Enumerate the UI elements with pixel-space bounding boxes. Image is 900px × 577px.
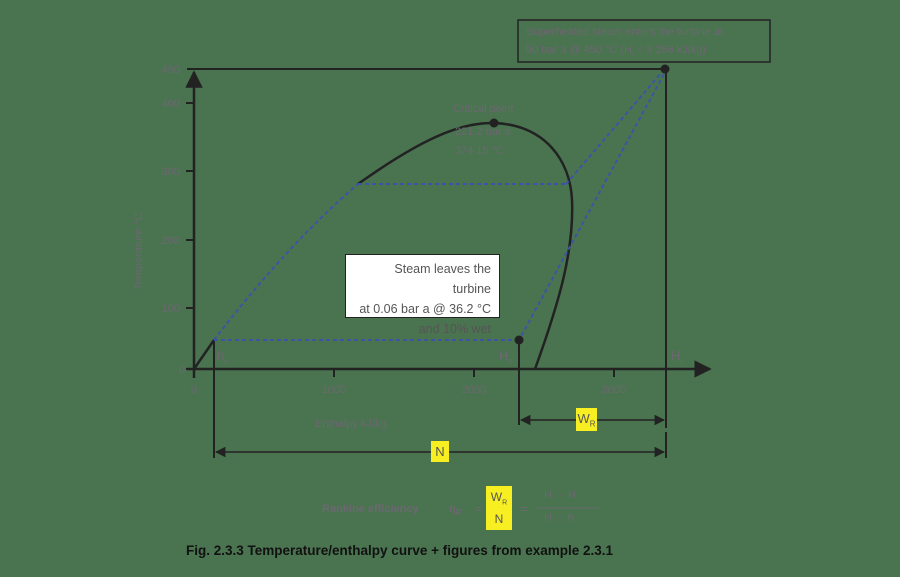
svg-text:200: 200 xyxy=(162,235,180,247)
formula-eta: ηR xyxy=(449,503,462,518)
formula-label: Rankine efficiency xyxy=(322,503,419,515)
formula-equals-2: = xyxy=(520,501,528,516)
saturation-dome xyxy=(192,121,574,370)
formula-fraction-highlight: WR N xyxy=(486,486,512,530)
rankine-cycle-path xyxy=(213,71,665,341)
svg-text:0: 0 xyxy=(191,384,197,396)
svg-text:100: 100 xyxy=(162,303,180,315)
h-e-label: he xyxy=(217,348,229,366)
n-highlight: N xyxy=(431,441,449,462)
svg-text:1000: 1000 xyxy=(322,384,346,396)
svg-text:450: 450 xyxy=(162,64,180,76)
H-e-label: He xyxy=(499,348,513,366)
formula-rhs-denominator: H - h xyxy=(544,512,574,524)
svg-text:2000: 2000 xyxy=(462,384,486,396)
y-axis-label: Temperature °C xyxy=(133,212,145,290)
formula-equals-1: = xyxy=(475,501,483,516)
critical-point-marker xyxy=(489,118,499,128)
turbine-inlet-marker xyxy=(660,64,670,74)
svg-text:3000: 3000 xyxy=(602,384,626,396)
inlet-callout-box xyxy=(517,19,771,63)
formula-rhs-numerator: H - H xyxy=(544,489,576,501)
svg-text:300: 300 xyxy=(162,166,180,178)
wr-highlight: WR xyxy=(576,408,597,431)
svg-text:400: 400 xyxy=(162,98,180,110)
figure-caption: Fig. 2.3.3 Temperature/enthalpy curve + … xyxy=(186,543,614,558)
critical-point-label: Critical point 221.2 bar a 374.15 °C xyxy=(453,103,514,157)
exit-callout-box: Steam leaves the turbine at 0.06 bar a @… xyxy=(345,254,500,336)
H-i-label: Hi xyxy=(671,348,683,366)
x-axis-label: Enthalpy kJ/kg xyxy=(315,418,387,430)
turbine-exit-marker xyxy=(514,335,524,345)
svg-text:0: 0 xyxy=(179,364,185,376)
inlet-callout-text: Superheated steam enters the turbine at … xyxy=(526,26,723,59)
